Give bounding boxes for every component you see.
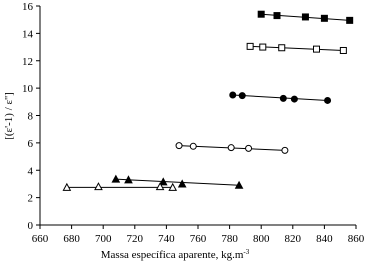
point [175, 142, 183, 150]
trend-line [115, 178, 240, 186]
x-tick-label: 840 [316, 233, 333, 245]
x-tick-label: 780 [221, 233, 238, 245]
y-tick-label: 8 [28, 111, 34, 123]
point [168, 182, 178, 191]
y-tick-label: 2 [28, 193, 34, 205]
point [189, 142, 197, 150]
point [246, 42, 254, 50]
point [177, 179, 187, 188]
point [245, 144, 253, 152]
point [281, 146, 289, 154]
point [279, 94, 287, 102]
point [155, 182, 165, 191]
y-tick-label: 16 [22, 1, 34, 13]
point [94, 182, 103, 191]
x-tick-label: 740 [158, 233, 175, 245]
x-tick-label: 800 [253, 233, 270, 245]
y-tick-label: 10 [22, 83, 34, 95]
point [124, 175, 133, 184]
x-tick-label: 700 [95, 233, 112, 245]
point [278, 44, 286, 52]
x-axis-title-superscript: -3 [243, 248, 249, 256]
y-tick-label: 6 [28, 138, 34, 150]
x-tick-label: 820 [285, 233, 302, 245]
x-tick-label: 760 [190, 233, 207, 245]
y-tick-label: 14 [22, 28, 34, 40]
point [313, 45, 320, 53]
point [320, 14, 328, 22]
point [346, 16, 354, 24]
y-axis-title: [(ε'-1) / ε''] [3, 92, 15, 140]
x-tick-label: 720 [127, 233, 144, 245]
point [238, 92, 246, 100]
point [290, 95, 298, 103]
y-tick-label: 12 [22, 56, 33, 68]
point [257, 10, 265, 18]
point [62, 182, 72, 191]
point [111, 174, 121, 183]
x-axis-title: Massa específica aparente, kg.m-3 [101, 248, 250, 261]
point [324, 96, 332, 104]
point [229, 91, 237, 99]
x-tick-label: 680 [63, 233, 80, 245]
point [339, 46, 347, 54]
point [227, 144, 235, 152]
point [158, 177, 168, 186]
y-tick-label: 4 [28, 165, 34, 177]
y-tick-label: 0 [28, 220, 34, 232]
x-axis-title-main: Massa específica aparente, kg.m [101, 249, 244, 261]
x-tick-label: 860 [348, 233, 365, 245]
point [234, 180, 244, 189]
x-tick-label: 660 [32, 233, 49, 245]
point [273, 12, 281, 20]
point [259, 43, 267, 51]
point [301, 13, 309, 21]
